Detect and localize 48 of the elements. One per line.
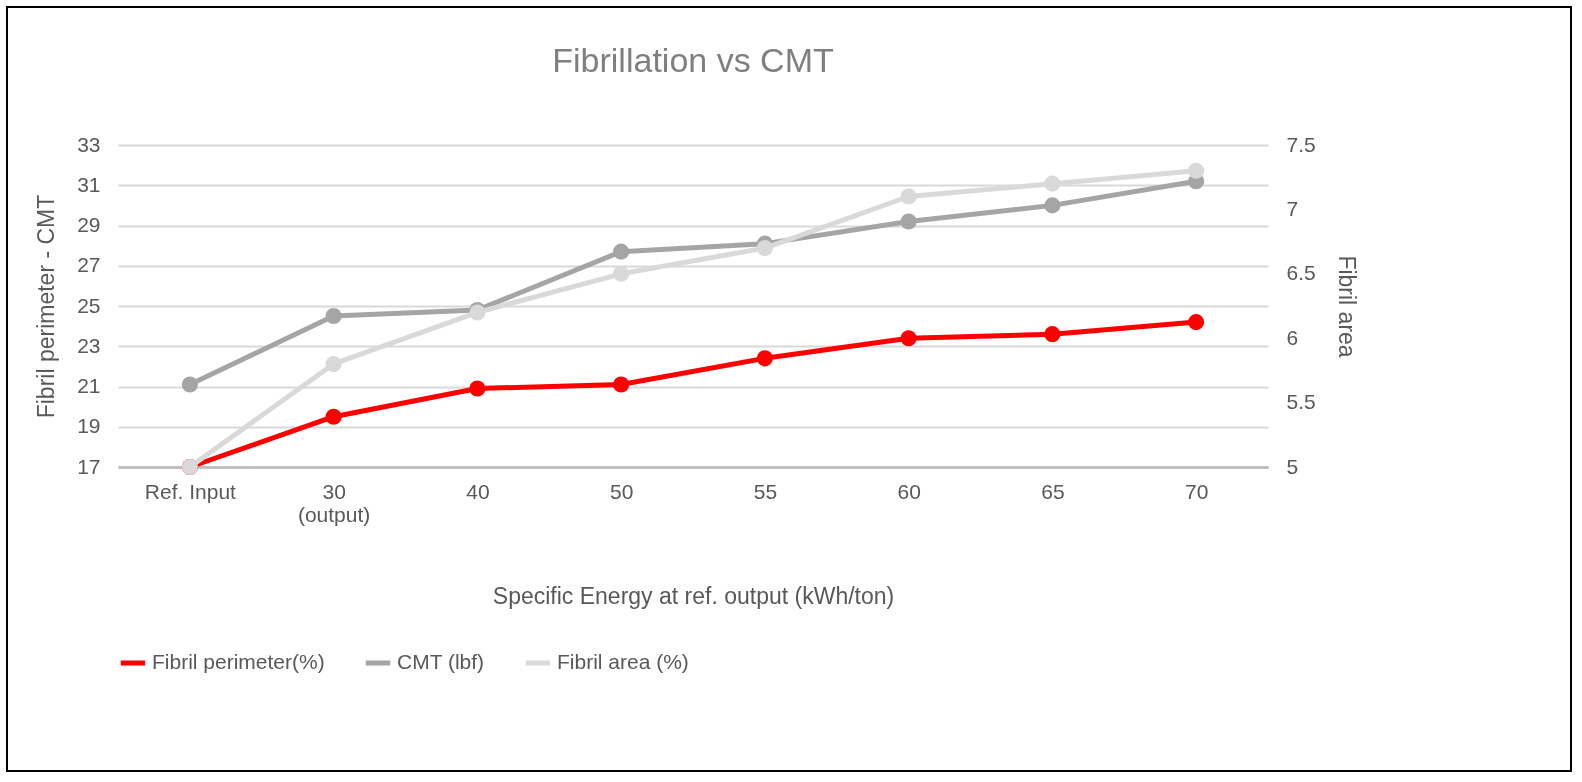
y2-tick-label: 7.5 bbox=[1286, 132, 1316, 156]
point bbox=[756, 239, 773, 257]
y-tick-label: 31 bbox=[77, 172, 101, 196]
point bbox=[613, 265, 630, 282]
point bbox=[1044, 197, 1061, 214]
legend-label: Fibril area (%) bbox=[557, 650, 689, 673]
point bbox=[1044, 175, 1061, 192]
x-tick-label: 65 bbox=[1041, 479, 1065, 503]
point bbox=[900, 213, 917, 230]
y2-tick-label: 7 bbox=[1286, 196, 1299, 220]
point bbox=[469, 380, 486, 397]
point bbox=[1188, 314, 1205, 331]
x-axis-title: Specific Energy at ref. output (kWh/ton) bbox=[492, 582, 895, 609]
y-tick-label: 21 bbox=[77, 374, 101, 397]
y2-tick-label: 5.5 bbox=[1286, 390, 1316, 414]
point bbox=[325, 355, 342, 373]
x-tick-label: 70 bbox=[1184, 479, 1209, 503]
y-tick-label: 23 bbox=[77, 333, 101, 357]
y2-tick-label: 5 bbox=[1286, 454, 1299, 478]
legend-label: CMT (lbf) bbox=[397, 650, 485, 673]
x-tick-label: 40 bbox=[466, 479, 490, 503]
point bbox=[900, 188, 917, 205]
point bbox=[325, 308, 342, 325]
x-tick-label: Ref. Input bbox=[144, 479, 237, 503]
chart-title: Fibrillation vs CMT bbox=[552, 41, 834, 79]
point bbox=[613, 376, 630, 393]
y-tick-label: 29 bbox=[77, 213, 101, 236]
legend-label: Fibril perimeter(%) bbox=[152, 650, 325, 673]
point bbox=[1044, 326, 1061, 343]
point bbox=[181, 376, 198, 393]
y2-tick-label: 6.5 bbox=[1286, 261, 1316, 285]
y-tick-label: 25 bbox=[77, 293, 101, 317]
x-tick-label: 50 bbox=[609, 479, 634, 503]
y-tick-label: 27 bbox=[77, 253, 101, 277]
y2-axis-title: Fibril area bbox=[1333, 255, 1360, 358]
y-tick-label: 19 bbox=[77, 414, 101, 438]
y-tick-label: 17 bbox=[77, 454, 101, 478]
x-tick-label: 60 bbox=[897, 479, 921, 503]
point bbox=[613, 243, 630, 260]
y-axis-title: Fibril perimeter - CMT bbox=[33, 194, 60, 419]
point bbox=[900, 330, 917, 347]
y2-tick-label: 6 bbox=[1286, 325, 1299, 349]
point bbox=[1188, 162, 1205, 179]
y-tick-label: 33 bbox=[77, 132, 101, 156]
x-tick-label: 55 bbox=[753, 479, 778, 503]
point bbox=[325, 408, 342, 425]
point bbox=[756, 350, 773, 367]
x-tick-label: 30 (output) bbox=[297, 479, 371, 526]
